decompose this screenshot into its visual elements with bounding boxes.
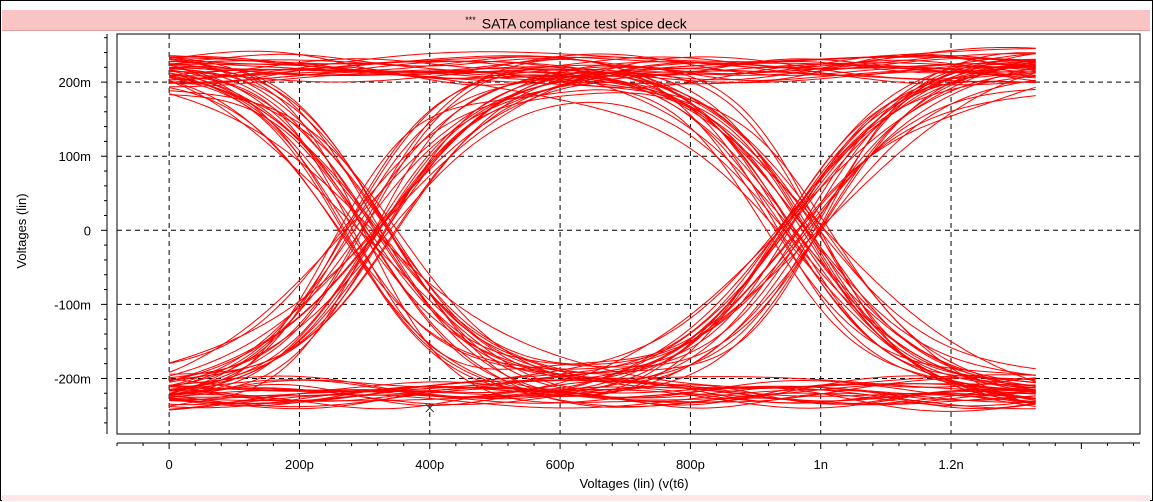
eye-trace-40 [168, 56, 1036, 364]
x-tick-label: 1.2n [938, 457, 963, 472]
trace-layer [168, 47, 1036, 412]
eye-trace-93 [169, 48, 1036, 81]
eye-trace-85 [169, 58, 1036, 88]
eye-trace-89 [169, 53, 1036, 74]
y-tick-label: 100m [58, 149, 91, 164]
eye-trace-69 [169, 59, 1036, 383]
grid-layer [117, 34, 1140, 434]
y-tick-label: 200m [58, 75, 91, 90]
eye-trace-90 [169, 55, 1036, 65]
eye-trace-61 [169, 66, 1036, 368]
eye-trace-86 [169, 53, 1036, 84]
eye-trace-94 [169, 59, 1036, 77]
bottom-strip [2, 495, 1150, 501]
eye-trace-62 [169, 65, 1036, 383]
eye-trace-53 [168, 77, 1036, 406]
y-axis-title: Voltages (lin) [14, 193, 29, 268]
eye-trace-47 [169, 66, 1036, 388]
axis-layer [101, 34, 1140, 449]
title-prefix: *** [465, 15, 476, 25]
eye-trace-60 [169, 56, 1036, 365]
x-tick-label: 400p [415, 457, 444, 472]
eye-trace-78 [169, 73, 1036, 399]
eye-trace-66 [169, 63, 1036, 374]
eye-trace-81 [169, 60, 1036, 394]
x-tick-label: 600p [546, 457, 575, 472]
eye-trace-82 [169, 58, 1036, 387]
x-tick-label: 0 [166, 457, 173, 472]
eye-trace-91 [169, 50, 1036, 81]
plot-area-frame [116, 33, 1141, 435]
eye-trace-56 [168, 64, 1036, 407]
x-axis-title: Voltages (lin) (v(t6) [579, 476, 688, 491]
plot-title-bar: *** SATA compliance test spice deck [2, 10, 1150, 32]
x-tick-label: 200p [285, 457, 314, 472]
cursor-marker-icon [425, 403, 435, 413]
x-tick-label: 1n [813, 457, 827, 472]
eye-trace-67 [168, 65, 1036, 391]
label-layer: 200m 100m 0 -100m -200m 0 200p 400p 600p 800p 1n 1.… [54, 75, 964, 472]
y-tick-label: -100m [54, 297, 91, 312]
eye-trace-87 [169, 69, 1036, 84]
eye-trace-74 [169, 56, 1036, 402]
y-tick-label: -200m [54, 371, 91, 386]
y-tick-label: 0 [84, 223, 91, 238]
x-tick-label: 800p [676, 457, 705, 472]
eye-trace-31 [169, 89, 1036, 405]
eye-trace-71 [168, 80, 1036, 370]
eye-trace-68 [168, 52, 1036, 397]
eye-trace-95 [169, 56, 1036, 73]
cursor-marker-stroke-b [425, 403, 435, 413]
eye-trace-27 [168, 75, 1036, 382]
plot-title: SATA compliance test spice deck [481, 15, 687, 32]
eye-trace-11 [169, 383, 1036, 410]
eye-trace-88 [169, 67, 1036, 85]
eye-trace-51 [168, 80, 1036, 405]
eye-trace-58 [168, 93, 1036, 388]
eye-trace-39 [168, 53, 1036, 395]
eye-trace-64 [169, 74, 1036, 370]
